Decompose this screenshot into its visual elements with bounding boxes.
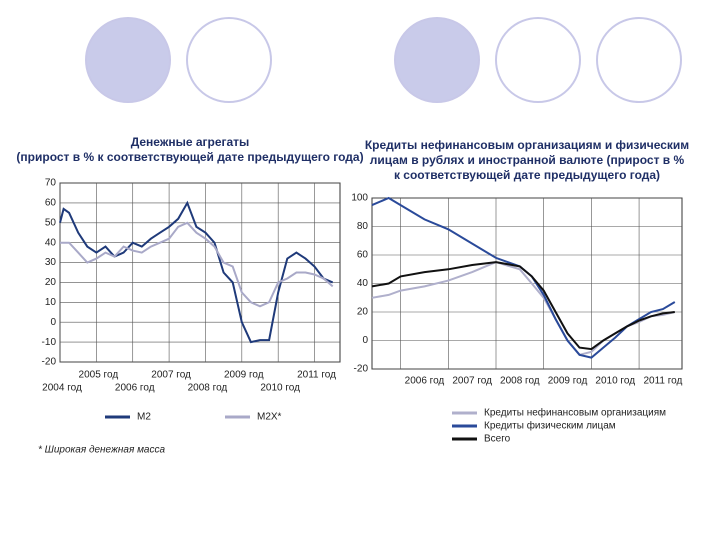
x-tick-label: 2007 год — [452, 376, 492, 387]
x-tick-label: 2008 год — [500, 376, 540, 387]
x-tick-label: 2005 год — [79, 370, 119, 381]
chart-title: (прирост в % к соответствующей дате пред… — [16, 150, 363, 164]
x-tick-label: 2006 год — [115, 383, 155, 394]
legend-label: M2 — [137, 412, 151, 423]
chart-title: Денежные агрегаты — [131, 135, 250, 149]
chart-title: Кредиты нефинансовым организациям и физи… — [365, 138, 689, 152]
legend-label: Кредиты физическим лицам — [484, 420, 616, 432]
y-tick-label: 10 — [45, 297, 57, 308]
x-tick-label: 2011 год — [297, 370, 336, 381]
y-tick-label: 100 — [351, 193, 368, 204]
circle — [394, 17, 480, 103]
x-tick-label: 2004 год — [42, 383, 82, 394]
y-tick-label: 0 — [362, 335, 368, 346]
y-tick-label: 60 — [45, 198, 57, 209]
y-tick-label: 80 — [357, 221, 369, 232]
x-tick-label: 2007 год — [151, 370, 191, 381]
circle — [495, 17, 581, 103]
series-line — [371, 261, 675, 351]
y-tick-label: 20 — [45, 277, 57, 288]
x-tick-label: 2006 год — [405, 376, 445, 387]
legend-label: Кредиты нефинансовым организациям — [484, 407, 666, 419]
chart-title: лицам в рублях и иностранной валюте (при… — [370, 153, 685, 167]
circle — [186, 17, 272, 103]
y-tick-label: 50 — [45, 217, 57, 228]
y-tick-label: -20 — [354, 364, 369, 375]
series-line — [371, 196, 676, 359]
y-tick-label: 0 — [50, 317, 56, 328]
decor-circles — [85, 17, 682, 103]
y-tick-label: -20 — [42, 357, 57, 368]
y-tick-label: 30 — [45, 257, 57, 268]
x-tick-label: 2010 год — [595, 376, 635, 387]
y-tick-label: 60 — [357, 250, 369, 261]
y-tick-label: -10 — [42, 337, 57, 348]
series-line — [371, 261, 676, 356]
chart-title: к соответствующей дате предыдущего года) — [394, 168, 660, 182]
x-tick-label: 2009 год — [548, 376, 588, 387]
series-line — [60, 221, 334, 308]
y-tick-label: 40 — [45, 237, 57, 248]
x-tick-label: 2008 год — [188, 383, 228, 394]
series-line — [59, 200, 334, 344]
circle — [596, 17, 682, 103]
y-tick-label: 70 — [45, 178, 57, 189]
legend-label: M2X* — [257, 412, 282, 423]
legend-label: Всего — [484, 434, 511, 445]
x-tick-label: 2011 год — [643, 376, 682, 387]
circle — [85, 17, 171, 103]
y-tick-label: 40 — [357, 278, 369, 289]
footnote: * Широкая денежная масса — [38, 445, 165, 456]
x-tick-label: 2009 год — [224, 370, 264, 381]
x-tick-label: 2010 год — [260, 383, 300, 394]
y-tick-label: 20 — [357, 307, 369, 318]
